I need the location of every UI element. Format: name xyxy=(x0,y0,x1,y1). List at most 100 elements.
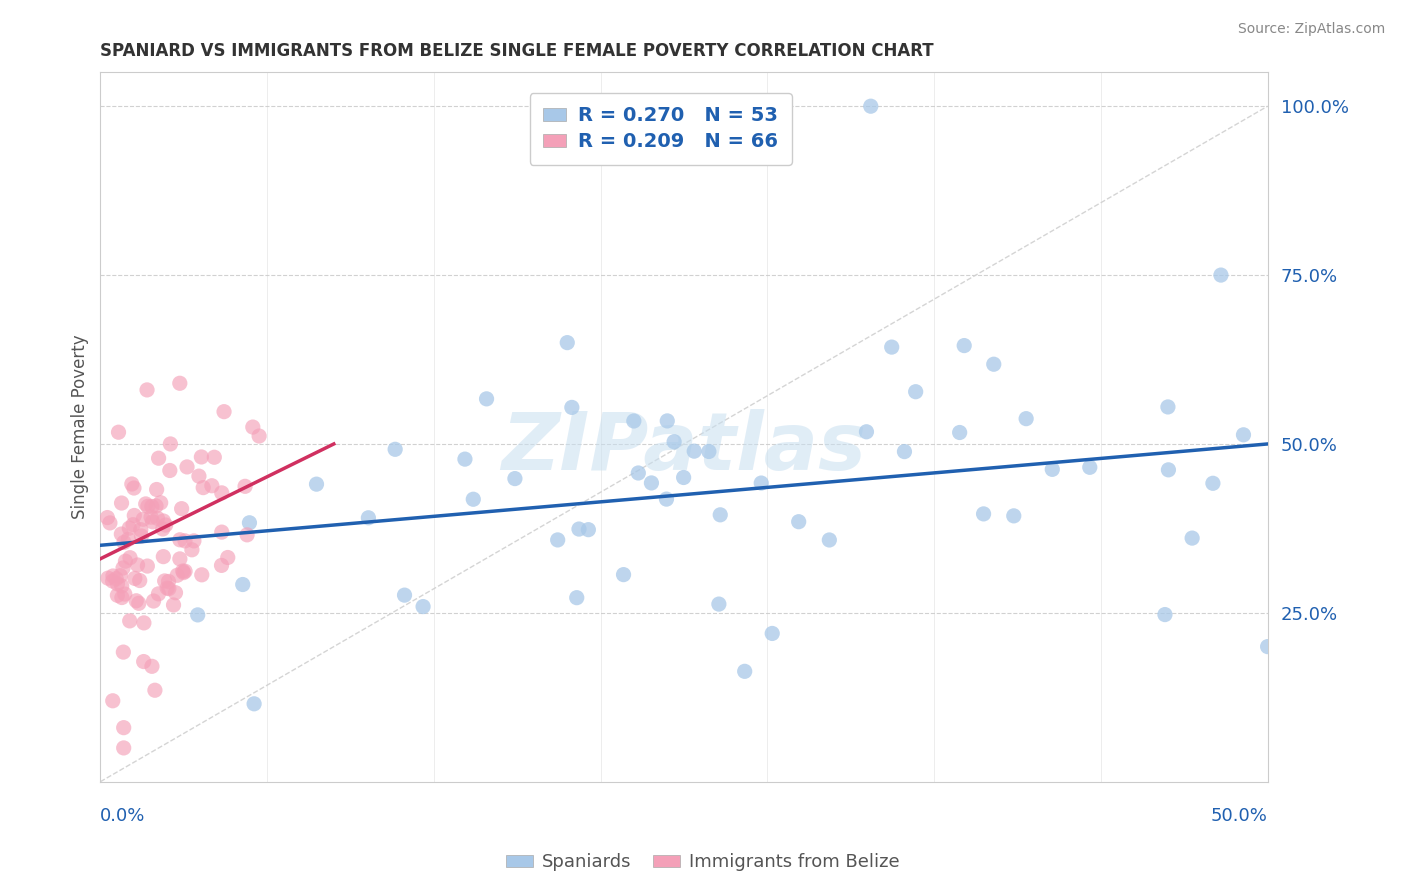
Point xyxy=(139,510,162,524)
Point xyxy=(112,535,135,549)
Point xyxy=(169,552,191,566)
Point xyxy=(141,659,163,673)
Point xyxy=(112,561,135,575)
Point xyxy=(627,466,650,480)
Point xyxy=(166,568,188,582)
Point xyxy=(357,510,380,524)
Point xyxy=(127,558,149,572)
Point xyxy=(118,614,141,628)
Point xyxy=(1181,531,1204,545)
Point xyxy=(114,554,136,568)
Point xyxy=(141,500,163,514)
Point xyxy=(547,533,569,547)
Point xyxy=(555,335,578,350)
Text: SPANIARD VS IMMIGRANTS FROM BELIZE SINGLE FEMALE POVERTY CORRELATION CHART: SPANIARD VS IMMIGRANTS FROM BELIZE SINGL… xyxy=(100,42,934,60)
Point xyxy=(640,475,662,490)
Point xyxy=(125,594,148,608)
Point xyxy=(142,515,165,529)
Point xyxy=(136,559,159,574)
Point xyxy=(149,496,172,510)
Point xyxy=(565,591,588,605)
Point xyxy=(159,437,181,451)
Point xyxy=(893,444,915,458)
Point xyxy=(576,523,599,537)
Point xyxy=(394,588,416,602)
Point xyxy=(201,479,224,493)
Point xyxy=(143,683,166,698)
Point xyxy=(657,414,679,428)
Point xyxy=(503,472,526,486)
Point xyxy=(463,492,485,507)
Text: ZIPatlas: ZIPatlas xyxy=(502,409,866,487)
Point xyxy=(110,527,132,541)
Point xyxy=(233,479,256,493)
Point xyxy=(734,665,756,679)
Point xyxy=(953,338,976,352)
Point xyxy=(122,517,145,532)
Point xyxy=(169,533,191,547)
Point xyxy=(211,558,233,573)
Point xyxy=(110,568,132,582)
Point xyxy=(247,429,270,443)
Point xyxy=(97,571,120,585)
Point xyxy=(112,740,135,755)
Point xyxy=(152,514,174,528)
Point xyxy=(112,721,135,735)
Point xyxy=(761,626,783,640)
Point xyxy=(101,694,124,708)
Point xyxy=(1015,411,1038,425)
Point xyxy=(111,591,134,605)
Point xyxy=(880,340,903,354)
Legend: Spaniards, Immigrants from Belize: Spaniards, Immigrants from Belize xyxy=(499,847,907,879)
Point xyxy=(818,533,841,547)
Point xyxy=(232,577,254,591)
Point xyxy=(145,499,167,513)
Point xyxy=(242,420,264,434)
Point xyxy=(110,496,132,510)
Point xyxy=(1232,427,1254,442)
Point xyxy=(142,594,165,608)
Point xyxy=(169,376,191,391)
Point xyxy=(118,550,141,565)
Point xyxy=(183,533,205,548)
Point xyxy=(623,414,645,428)
Point xyxy=(121,477,143,491)
Point xyxy=(148,587,170,601)
Point xyxy=(124,508,146,523)
Point xyxy=(174,533,197,548)
Point xyxy=(107,577,129,591)
Point xyxy=(124,571,146,585)
Legend: R = 0.270   N = 53, R = 0.209   N = 66: R = 0.270 N = 53, R = 0.209 N = 66 xyxy=(530,93,792,165)
Point xyxy=(96,510,118,524)
Point xyxy=(612,567,634,582)
Point xyxy=(180,542,202,557)
Point xyxy=(1002,508,1025,523)
Point xyxy=(174,564,197,578)
Point xyxy=(709,508,731,522)
Point xyxy=(187,607,209,622)
Point xyxy=(211,525,233,540)
Point xyxy=(202,450,225,465)
Point xyxy=(697,444,720,458)
Point xyxy=(101,569,124,583)
Point xyxy=(146,511,169,525)
Point xyxy=(193,481,215,495)
Point xyxy=(1157,400,1180,414)
Point xyxy=(212,405,235,419)
Point xyxy=(412,599,434,614)
Point xyxy=(157,574,180,589)
Point xyxy=(165,585,187,599)
Point xyxy=(135,497,157,511)
Point xyxy=(105,572,128,586)
Point xyxy=(136,383,159,397)
Text: Source: ZipAtlas.com: Source: ZipAtlas.com xyxy=(1237,22,1385,37)
Point xyxy=(1040,462,1063,476)
Point xyxy=(176,459,198,474)
Point xyxy=(136,500,159,514)
Point xyxy=(904,384,927,399)
Point xyxy=(454,452,477,467)
Point xyxy=(217,550,239,565)
Point xyxy=(859,99,882,113)
Point xyxy=(561,401,583,415)
Point xyxy=(148,451,170,466)
